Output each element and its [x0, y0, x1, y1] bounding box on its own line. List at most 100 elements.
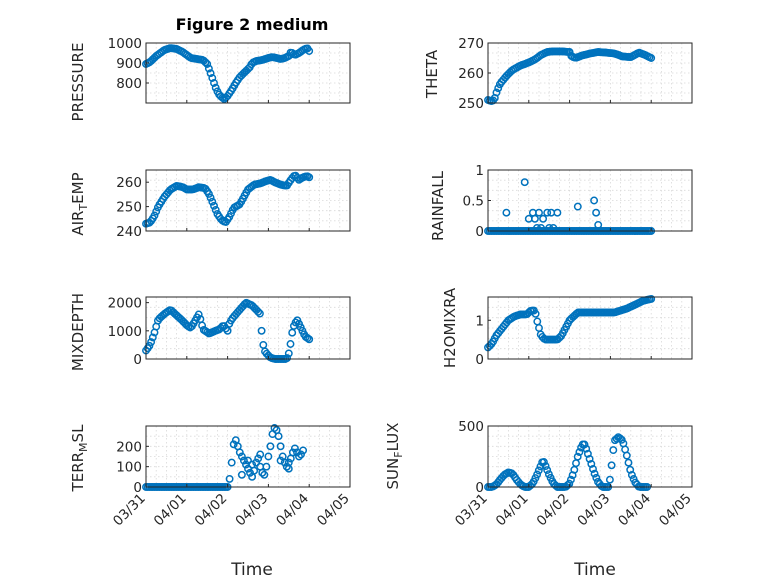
rainfall-data-point [543, 208, 552, 217]
sun-flux-data-point [580, 440, 589, 449]
pressure-data-point [208, 74, 217, 82]
terr-msl-data-point [266, 442, 275, 451]
mixdepth-data-point [286, 340, 295, 348]
terr-msl-data-point [274, 432, 283, 441]
terr-msl-data-point [258, 468, 267, 477]
terr-msl-axes-box [145, 425, 351, 488]
rainfall-data-point [520, 178, 529, 187]
terr-msl-data-point [282, 462, 291, 471]
subplot-pressure: 800 900 1000 [108, 36, 351, 104]
air-temp-data-point [210, 201, 218, 210]
subplot-rainfall: 00.51 [463, 163, 693, 240]
air-temp-ytick-label: 250 [116, 200, 142, 216]
sun-flux-data-point [533, 470, 542, 479]
ylabel-h2omixra: H2OMIXRA [441, 287, 459, 368]
sun-flux-data-point [575, 448, 584, 457]
pressure-ytick-label: 800 [116, 76, 142, 92]
terr-msl-data-point [225, 474, 234, 483]
mixdepth-data-point [255, 309, 264, 318]
subplot-h2omixra: 01 [475, 294, 693, 368]
ylabel-terr-rest: SL [69, 424, 87, 443]
terr-msl-data-point [295, 452, 303, 461]
mixdepth-data-point [194, 310, 203, 319]
sun-flux-data-point [582, 444, 591, 453]
air-temp-plot-area [146, 170, 350, 231]
pressure-ytick-label: 900 [116, 56, 142, 72]
rainfall-data-point [535, 208, 543, 217]
rainfall-ytick-label: 1 [475, 163, 484, 179]
mixdepth-data-point [198, 321, 207, 330]
terr-msl-data-point [288, 448, 297, 457]
ylabel-air-temp: AIRTEMP [69, 172, 90, 235]
pressure-data-point [206, 69, 215, 78]
rainfall-data-point [594, 220, 603, 229]
rainfall-data-point [502, 208, 511, 217]
sun-flux-data-point [607, 461, 616, 470]
ylabel-sun-flux: SUNFLUX [384, 423, 405, 490]
xlabel-left: Time [230, 560, 273, 580]
sun-flux-data-point [587, 459, 596, 468]
mixdepth-data-point [257, 326, 266, 335]
terr-msl-data-point [246, 468, 254, 477]
ylabel-air-temp-sub: T [77, 204, 90, 212]
terr-msl-data-point [290, 444, 299, 453]
h2omixra-plot-area [488, 297, 692, 359]
air-temp-data-point [208, 197, 217, 206]
sun-flux-axes-box [487, 425, 693, 488]
air-temp-data-point [150, 211, 159, 220]
air-temp-data-point [305, 173, 314, 182]
pressure-ytick-label: 1000 [108, 36, 142, 52]
sun-flux-ytick-label: 500 [458, 419, 484, 435]
rainfall-ytick-label: 0 [475, 224, 484, 240]
rainfall-data-point [553, 208, 562, 217]
terr-msl-data-point [237, 452, 246, 461]
terr-msl-data-point [280, 458, 289, 467]
air-temp-data-point [152, 207, 161, 216]
sun-flux-data-point [624, 458, 633, 467]
pressure-data-point [201, 58, 210, 67]
terr-msl-data-point [270, 424, 279, 432]
sun-flux-data-point [612, 434, 621, 443]
sun-flux-data-point [627, 471, 636, 479]
ylabel-sun-main: SUN [384, 458, 402, 490]
terr-msl-plot-area [146, 426, 350, 487]
h2omixra-ytick-label: 0 [475, 352, 484, 368]
theta-ytick-label: 250 [458, 96, 484, 112]
terr-msl-ytick-label: 0 [133, 480, 142, 496]
theta-ytick-label: 260 [458, 66, 484, 82]
pressure-data-point [203, 60, 212, 68]
mixdepth-data-point [284, 349, 293, 358]
terr-msl-data-point [297, 450, 305, 459]
terr-msl-data-point [284, 464, 293, 473]
terr-msl-ytick-label: 200 [116, 439, 142, 455]
subplot-mixdepth: 0 1000 2000 [108, 296, 351, 368]
mixdepth-ytick-label: 0 [133, 352, 142, 368]
mixdepth-ytick-label: 2000 [108, 296, 142, 312]
subplot-theta: 250 260 270 [458, 36, 693, 112]
ylabel-theta: THETA [423, 49, 441, 99]
terr-msl-ytick-label: 100 [116, 460, 142, 476]
rainfall-data-point [539, 214, 548, 223]
mixdepth-data-point [148, 333, 157, 342]
terr-msl-data-point [260, 470, 269, 479]
terr-msl-data-point [276, 442, 285, 451]
terr-msl-data-point [227, 458, 236, 467]
subplot-air-temp: 240 250 260 [116, 169, 351, 240]
ylabel-mixdepth: MIXDEPTH [69, 293, 87, 371]
terr-msl-data-point [235, 448, 244, 457]
pressure-data-point [204, 64, 213, 73]
rainfall-data-point [590, 196, 599, 205]
ylabel-sun-rest: LUX [384, 423, 402, 452]
ylabel-sun-sub: F [392, 451, 405, 457]
rainfall-data-point [573, 202, 582, 211]
air-temp-data-point [206, 193, 215, 202]
terr-msl-data-point [244, 456, 252, 465]
terr-msl-data-point [262, 462, 271, 471]
h2omixra-axes-box [487, 296, 693, 360]
terr-msl-data-point [254, 454, 263, 463]
terr-msl-data-point [239, 456, 248, 465]
pressure-data-point [210, 79, 218, 87]
air-temp-ytick-label: 260 [116, 175, 142, 191]
mixdepth-data-point [254, 307, 263, 316]
